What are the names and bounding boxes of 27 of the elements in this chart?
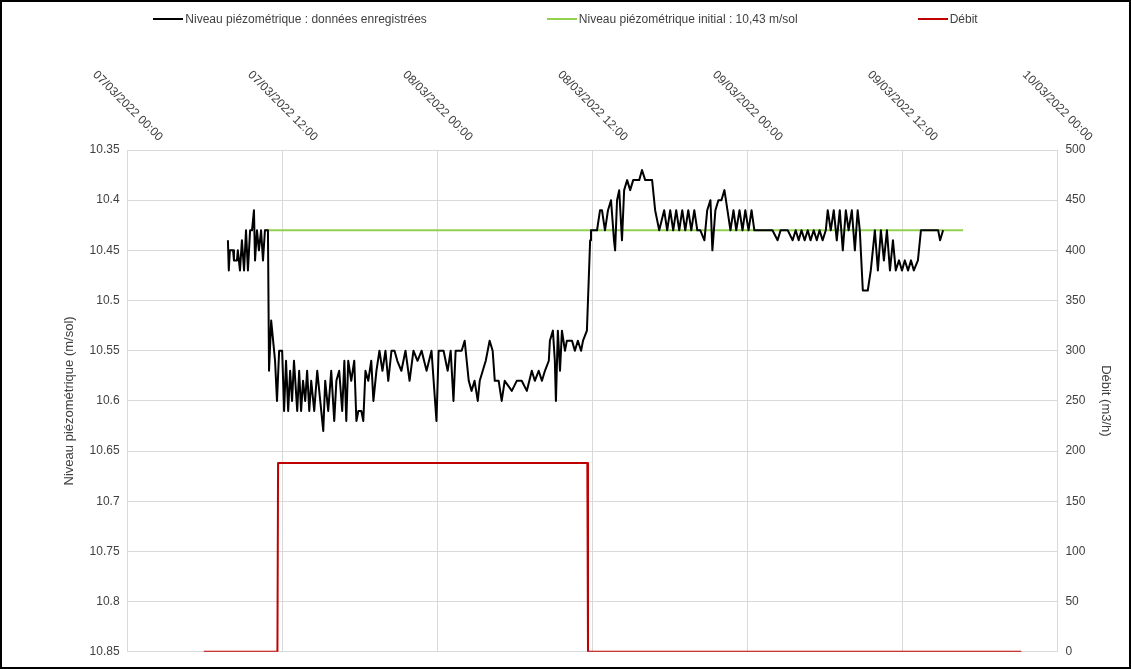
y-tick-label: 10.45 (89, 242, 120, 257)
y2-tick-label: 200 (1065, 443, 1086, 458)
y-tick-label: 10.85 (89, 644, 120, 659)
y-tick-label: 10.5 (96, 292, 120, 307)
y2-tick-label: 100 (1065, 543, 1086, 558)
y-tick-label: 10.55 (89, 343, 120, 358)
y-tick-label: 10.75 (89, 543, 120, 558)
y-tick-label: 10.7 (96, 493, 120, 508)
y2-axis-title: Débit (m3/h) (1098, 365, 1114, 437)
y2-tick-label: 300 (1065, 343, 1086, 358)
y-tick-label: 10.35 (89, 142, 120, 157)
y2-tick-label: 150 (1065, 493, 1086, 508)
y2-tick-label: 250 (1065, 393, 1086, 408)
y-tick-label: 10.6 (96, 393, 120, 408)
y-axis-title: Niveau piézométrique (m/sol) (61, 316, 77, 486)
y2-tick-label: 50 (1065, 593, 1080, 608)
y2-tick-label: 350 (1065, 292, 1086, 307)
legend-label: Niveau piézométrique initial : 10,43 m/sol (578, 12, 798, 26)
y2-tick-label: 450 (1065, 192, 1086, 207)
y-tick-label: 10.4 (96, 192, 120, 207)
y2-tick-label: 400 (1065, 242, 1086, 257)
y-tick-label: 10.65 (89, 443, 120, 458)
legend-label: Niveau piézométrique : données enregistrées (185, 12, 427, 26)
legend-label: Débit (949, 12, 978, 26)
y2-tick-label: 0 (1065, 644, 1073, 659)
y-tick-label: 10.8 (96, 593, 120, 608)
y2-tick-label: 500 (1065, 142, 1086, 157)
